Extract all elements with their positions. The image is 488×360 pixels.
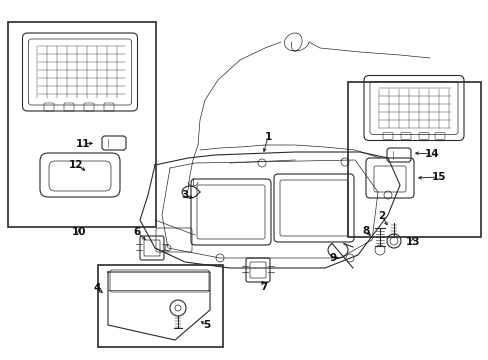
Text: 2: 2 <box>378 211 385 221</box>
Text: 14: 14 <box>424 149 438 159</box>
Text: 12: 12 <box>69 160 83 170</box>
Text: 1: 1 <box>264 132 271 142</box>
Text: 8: 8 <box>362 226 369 236</box>
Text: 10: 10 <box>72 227 86 237</box>
Text: 7: 7 <box>260 282 267 292</box>
Text: 15: 15 <box>431 172 446 182</box>
Text: 5: 5 <box>203 320 210 330</box>
Bar <box>98 265 223 347</box>
Bar <box>8 22 156 227</box>
Text: 9: 9 <box>329 253 336 263</box>
Text: 13: 13 <box>405 237 419 247</box>
Text: 4: 4 <box>93 283 101 293</box>
Text: 6: 6 <box>133 227 141 237</box>
Text: 11: 11 <box>76 139 90 149</box>
Text: 3: 3 <box>181 190 188 200</box>
Bar <box>347 82 480 237</box>
